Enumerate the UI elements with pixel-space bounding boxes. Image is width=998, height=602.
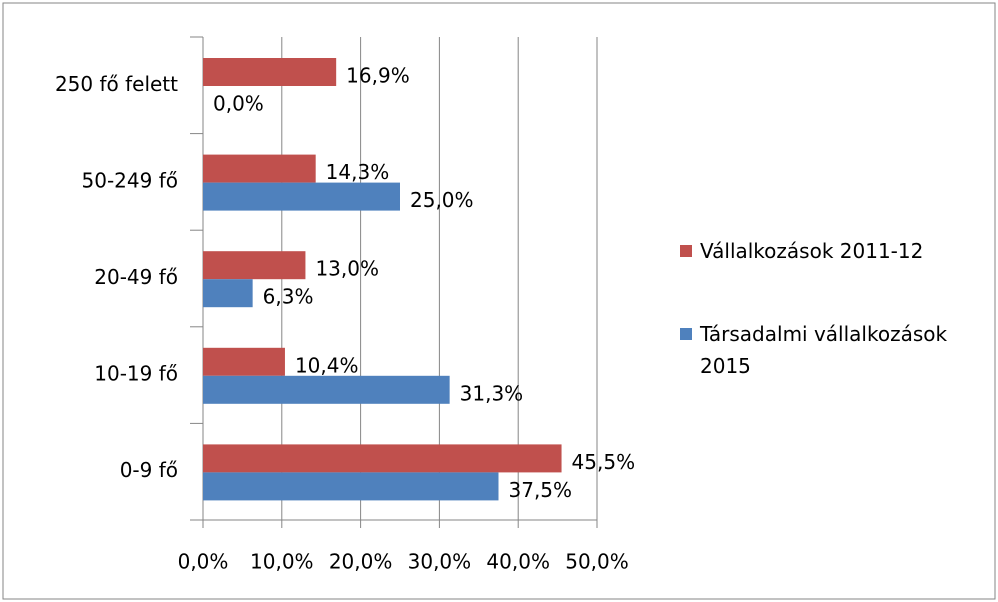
y-tick-label: 0-9 fő [120, 458, 178, 482]
data-label: 45,5% [572, 450, 636, 474]
bar [203, 279, 253, 308]
legend-label: Társadalmi vállalkozások 2015 [700, 322, 948, 378]
x-tick-label: 20,0% [329, 550, 393, 574]
y-tick-label: 10-19 fő [94, 362, 178, 386]
data-label: 10,4% [295, 353, 359, 377]
legend-swatch [680, 328, 692, 340]
y-tick-label: 250 fő felett [55, 72, 178, 96]
bar [203, 375, 450, 404]
x-tick-label: 0,0% [178, 550, 229, 574]
data-label: 37,5% [509, 478, 573, 502]
data-label: 16,9% [346, 64, 410, 88]
bar [203, 58, 337, 86]
data-label: 0,0% [213, 92, 264, 116]
bar [203, 347, 285, 376]
x-tick-label: 30,0% [408, 550, 472, 574]
y-tick-label: 20-49 fő [94, 265, 178, 289]
y-tick-label: 50-249 fő [82, 168, 178, 192]
legend-label: Vállalkozások 2011-12 [700, 239, 924, 263]
x-tick-label: 10,0% [250, 550, 314, 574]
data-label: 25,0% [410, 188, 474, 212]
data-label: 31,3% [460, 381, 524, 405]
data-label: 13,0% [315, 257, 379, 281]
legend-swatch [680, 245, 692, 257]
x-tick-label: 40,0% [486, 550, 550, 574]
bar [203, 154, 316, 183]
bar [203, 251, 306, 280]
x-tick-label: 50,0% [565, 550, 629, 574]
data-label: 6,3% [263, 285, 314, 309]
data-label: 14,3% [326, 160, 390, 184]
bar [203, 472, 499, 501]
bar [203, 444, 562, 473]
bar [203, 182, 400, 211]
